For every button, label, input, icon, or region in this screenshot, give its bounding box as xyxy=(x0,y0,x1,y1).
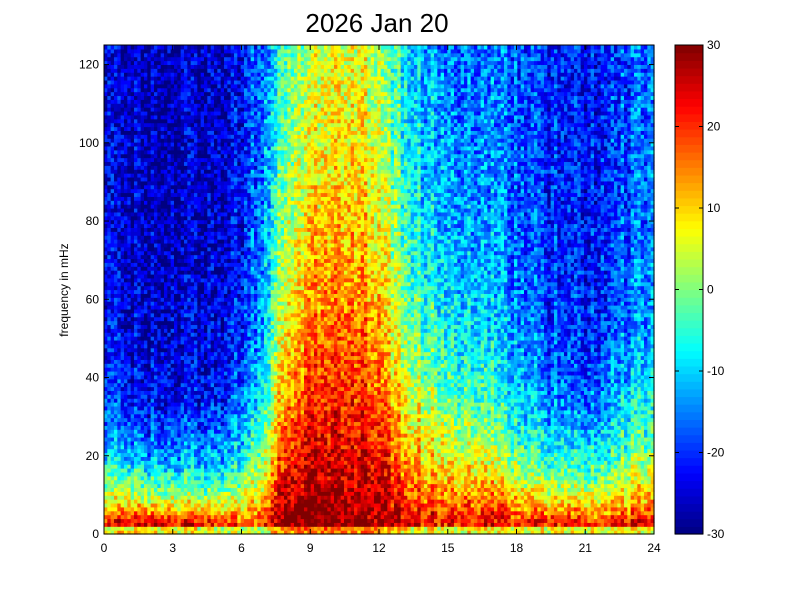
chart-title: 2026 Jan 20 xyxy=(305,8,448,38)
heatmap-cells xyxy=(104,45,655,535)
